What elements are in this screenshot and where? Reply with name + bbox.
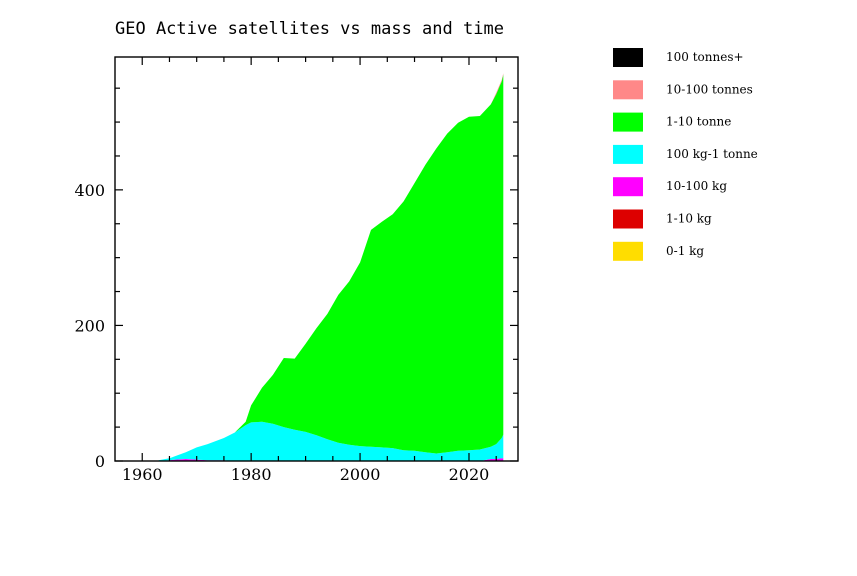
area-100-kg-1-tonne bbox=[158, 421, 504, 461]
legend-item-0-1-kg: 0-1 kg bbox=[613, 241, 704, 261]
axes: 1960 1980 2000 2020 0 200 400 bbox=[74, 56, 519, 484]
x-tick-label: 1980 bbox=[231, 465, 272, 484]
x-tick-label: 1960 bbox=[122, 465, 163, 484]
legend-label: 10-100 tonnes bbox=[666, 82, 753, 96]
legend-swatch bbox=[613, 80, 643, 100]
legend-label: 1-10 tonne bbox=[666, 115, 731, 129]
legend-label: 0-1 kg bbox=[666, 244, 704, 258]
legend-swatch bbox=[613, 241, 643, 261]
legend-label: 10-100 kg bbox=[666, 179, 727, 193]
legend-item-1-10-kg: 1-10 kg bbox=[613, 209, 712, 229]
legend-label: 1-10 kg bbox=[666, 212, 712, 226]
x-tick-label: 2000 bbox=[340, 465, 381, 484]
legend-swatch bbox=[613, 177, 643, 197]
x-tick-label: 2020 bbox=[449, 465, 490, 484]
chart-title: GEO Active satellites vs mass and time bbox=[115, 19, 504, 39]
area-1-10-tonne bbox=[158, 74, 504, 461]
legend-item-10-100-tonnes: 10-100 tonnes bbox=[613, 80, 753, 100]
legend-item-10-100-kg: 10-100 kg bbox=[613, 177, 727, 197]
y-tick-label: 0 bbox=[95, 452, 105, 471]
legend-swatch bbox=[613, 209, 643, 229]
legend-swatch bbox=[613, 144, 643, 164]
y-tick-label: 400 bbox=[74, 181, 105, 200]
legend-item-100-kg-1-tonne: 100 kg-1 tonne bbox=[613, 144, 758, 164]
legend-label: 100 kg-1 tonne bbox=[666, 147, 758, 161]
legend: 100 tonnes+ 10-100 tonnes 1-10 tonne 100 kg… bbox=[613, 48, 758, 261]
legend-swatch bbox=[613, 112, 643, 132]
plot-frame bbox=[114, 56, 519, 462]
y-tick-label: 200 bbox=[74, 316, 105, 335]
legend-label: 100 tonnes+ bbox=[666, 50, 744, 64]
legend-swatch bbox=[613, 48, 643, 67]
legend-item-1-10-tonne: 1-10 tonne bbox=[613, 112, 731, 132]
area-layers bbox=[158, 73, 504, 461]
legend-item-100-tonnes-plus: 100 tonnes+ bbox=[613, 48, 744, 67]
